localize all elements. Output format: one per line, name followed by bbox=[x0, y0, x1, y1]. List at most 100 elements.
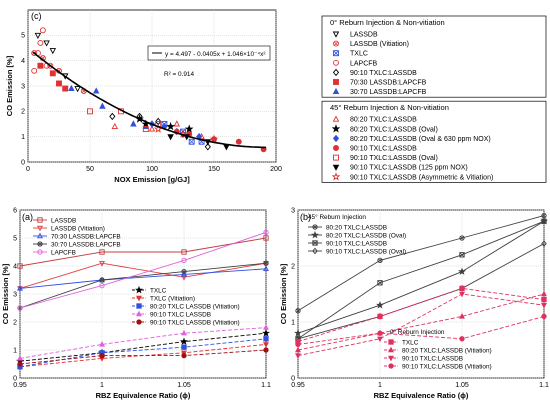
c-x-axis-label: NOX Emission [g/GJ] bbox=[114, 175, 190, 184]
c-x-tick-label: 50 bbox=[86, 166, 94, 173]
b-point-square-x bbox=[459, 252, 465, 258]
b-point-circle-x-cross bbox=[378, 258, 382, 263]
b-legend-entry: 80:20 TXLC:LASSDB (Oval) bbox=[326, 232, 406, 239]
c-y-tick-label: 0 bbox=[21, 159, 25, 166]
c-point-star-filled bbox=[184, 124, 194, 133]
c-legend-marker bbox=[332, 134, 340, 143]
c-point-tri-up-filled bbox=[68, 84, 75, 91]
c-point-tri-down-filled bbox=[167, 134, 174, 141]
c-x-tick-label: 200 bbox=[270, 166, 282, 173]
a-point-tri-up-filled bbox=[181, 329, 187, 336]
a-point-circle-x bbox=[263, 260, 269, 266]
a-point-circle-x-cross bbox=[100, 278, 104, 282]
c-point-circle-x bbox=[31, 50, 38, 57]
c-point-tri-down-open bbox=[74, 86, 81, 93]
b-legend-marker bbox=[312, 247, 318, 255]
c-point-square-x bbox=[188, 138, 195, 145]
a-legend-marker-cross bbox=[38, 242, 42, 246]
c-point-diamond-open bbox=[155, 117, 162, 126]
a-point-circle-open bbox=[263, 229, 269, 236]
c-point-circle-open bbox=[37, 39, 44, 46]
a-series-line bbox=[19, 237, 267, 267]
a-legend-marker bbox=[37, 225, 43, 232]
b-series-line bbox=[297, 220, 545, 340]
b-point-square-x bbox=[377, 280, 383, 286]
c-y-tick-label: 2 bbox=[21, 109, 25, 116]
a-x-axis-label: RBZ Equivalence Ratio (ϕ) bbox=[96, 391, 191, 400]
c-legend-marker bbox=[332, 115, 340, 122]
b-legend-entry: 90:10 TXLC:LASSDB bbox=[402, 355, 463, 362]
a-point-tri-up-filled bbox=[99, 341, 105, 347]
a-panel-label: (a) bbox=[22, 212, 33, 222]
b-point-circle-x bbox=[459, 235, 465, 241]
a-y-tick-label: 4 bbox=[13, 263, 17, 270]
b-point-circle-x bbox=[377, 257, 383, 264]
a-point-circle-filled bbox=[181, 352, 187, 359]
b-point-star-filled bbox=[294, 329, 302, 337]
b-legend-entry: TXLC bbox=[402, 339, 419, 346]
c-point-tri-up-filled bbox=[130, 120, 137, 127]
c-y-tick-label: 1 bbox=[21, 134, 25, 141]
a-series-line bbox=[19, 268, 267, 289]
c-legend-marker bbox=[333, 50, 339, 57]
c-legend-marker bbox=[332, 68, 340, 77]
b-point-star-filled bbox=[376, 301, 384, 309]
c-legend-marker-cross bbox=[333, 41, 339, 46]
c-legend-entry: 80:20 TXLC:LASSDB bbox=[350, 117, 417, 124]
panel-c: 0 50 100 150 200 0 1 2 3 4 5 (c) NOX Emission [g/GJ]… bbox=[5, 9, 547, 184]
a-legend-entry: 90:10 TXLC LASSDB bbox=[150, 311, 211, 318]
a-point-circle-filled bbox=[263, 347, 269, 353]
c-legend-box-1 bbox=[321, 15, 547, 98]
c-point-tri-down-open bbox=[43, 40, 50, 47]
b-series-line bbox=[297, 315, 545, 345]
c-legend-entry: 90:10 TXLC:LASSDB bbox=[350, 146, 417, 153]
a-legend-marker bbox=[37, 241, 43, 247]
a-point-square-open bbox=[17, 263, 23, 269]
a-legend-marker bbox=[37, 232, 43, 239]
c-legend-marker bbox=[333, 145, 339, 151]
c-point-square-filled bbox=[37, 62, 44, 69]
a-point-star-filled bbox=[180, 337, 188, 345]
c-legend-entry: 30:70 LASSDB:LAPCFB bbox=[350, 89, 427, 96]
a-x-tick-label: 0.95 bbox=[13, 382, 27, 389]
c-point-star-open bbox=[209, 134, 219, 143]
b-legend-entry: 80:20 TXLC:LASSDB bbox=[326, 224, 387, 231]
a-y-tick-label: 5 bbox=[13, 235, 17, 242]
b-point-circle-x-cross bbox=[460, 236, 464, 240]
a-y-tick-label: 2 bbox=[13, 319, 17, 326]
a-x-tick-label: 1.05 bbox=[177, 382, 191, 389]
b-point-square-filled bbox=[377, 313, 383, 320]
a-legend-entry: 90:10 TXLC LASSDB (Vitiation) bbox=[150, 319, 240, 326]
a-legend-entry: LASSDB bbox=[51, 217, 76, 224]
b-point-circle-filled bbox=[459, 336, 465, 342]
a-series-line bbox=[19, 327, 267, 359]
c-legend-entry: LASSDB bbox=[350, 32, 378, 39]
a-legend-entry: 70:30 LASSDB:LAPCFB bbox=[51, 233, 121, 240]
b-legend-entry: 90:10 TXLC:LASSDB (Vitiation) bbox=[402, 363, 492, 370]
a-point-tri-up-open bbox=[17, 285, 23, 291]
a-point-circle-x bbox=[99, 277, 105, 283]
a-y-tick-label: 6 bbox=[13, 207, 17, 214]
b-y-tick-label: 1 bbox=[291, 319, 295, 326]
a-point-circle-filled bbox=[17, 361, 23, 367]
a-point-square-open bbox=[263, 235, 269, 241]
c-point-tri-down-open bbox=[34, 32, 42, 40]
a-point-circle-x bbox=[181, 268, 187, 275]
a-y-tick-label: 3 bbox=[13, 291, 17, 298]
b-point-circle-filled bbox=[295, 341, 301, 348]
panel-b: 0.95 1 1.05 1.1 0 1 2 3 (b) RBZ Equivalence Ratio… bbox=[279, 207, 549, 400]
c-x-tick-label: 100 bbox=[146, 166, 158, 173]
a-y-tick-label: 0 bbox=[13, 375, 17, 382]
c-point-tri-up-open bbox=[111, 122, 119, 129]
a-legend-entry: TXLC (Vitiation) bbox=[150, 295, 195, 302]
a-legend-entry: 30:70 LASSDB:LAPCFB bbox=[51, 241, 121, 248]
c-panel-label: (c) bbox=[31, 11, 42, 21]
b-point-tri-up-filled bbox=[295, 346, 301, 353]
b-point-tri-up-filled bbox=[459, 313, 465, 319]
c-y-tick-label: 4 bbox=[21, 58, 25, 65]
c-point-diamond-open bbox=[204, 143, 211, 151]
b-panel-label: (b) bbox=[300, 212, 311, 222]
b-point-square-x-cross bbox=[541, 218, 547, 224]
b-legend-2-title: 0° Reburn Injection bbox=[390, 328, 445, 336]
